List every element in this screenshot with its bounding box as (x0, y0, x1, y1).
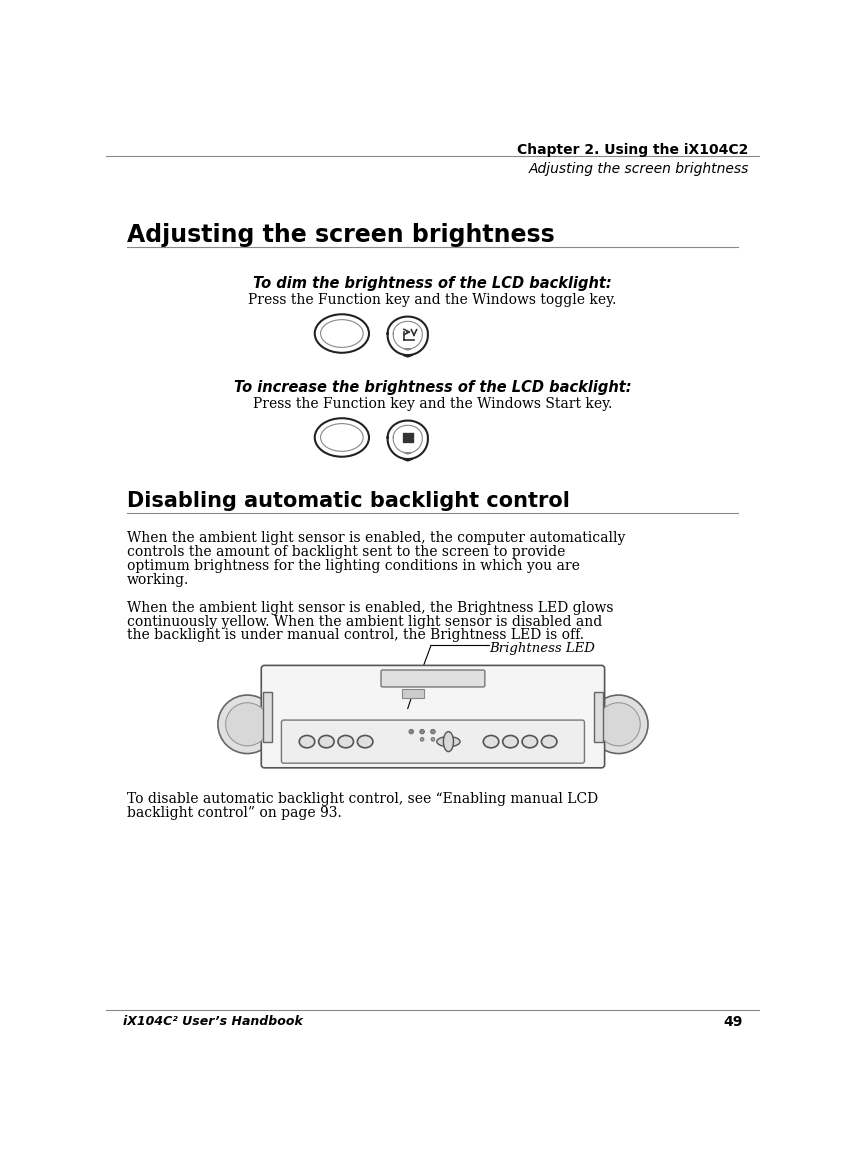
Text: Adjusting the screen brightness: Adjusting the screen brightness (528, 162, 749, 176)
Ellipse shape (503, 735, 518, 748)
Text: Press the Function key and the Windows toggle key.: Press the Function key and the Windows t… (248, 292, 617, 306)
Ellipse shape (522, 735, 538, 748)
Text: iX104C² User’s Handbook: iX104C² User’s Handbook (122, 1015, 302, 1028)
Circle shape (419, 729, 425, 734)
Bar (408, 432, 413, 437)
Ellipse shape (542, 735, 557, 748)
Ellipse shape (319, 735, 334, 748)
Ellipse shape (357, 735, 373, 748)
Text: Brightness LED: Brightness LED (490, 643, 595, 655)
Ellipse shape (484, 735, 499, 748)
Ellipse shape (321, 423, 363, 451)
Circle shape (420, 738, 424, 741)
Text: optimum brightness for the lighting conditions in which you are: optimum brightness for the lighting cond… (127, 560, 580, 573)
Text: 49: 49 (723, 1015, 743, 1029)
Bar (403, 432, 407, 437)
Circle shape (218, 695, 277, 754)
Text: To increase the brightness of the LCD backlight:: To increase the brightness of the LCD ba… (234, 379, 631, 394)
FancyBboxPatch shape (381, 670, 484, 687)
Ellipse shape (437, 736, 460, 747)
Ellipse shape (315, 418, 369, 457)
Circle shape (589, 695, 648, 754)
Bar (262, 691, 272, 742)
Bar (593, 691, 603, 742)
Circle shape (597, 703, 641, 746)
Circle shape (225, 703, 269, 746)
Text: Fn: Fn (330, 324, 354, 342)
Ellipse shape (321, 320, 363, 348)
Text: Chapter 2. Using the iX104C2: Chapter 2. Using the iX104C2 (517, 142, 749, 156)
Ellipse shape (300, 735, 315, 748)
FancyBboxPatch shape (281, 720, 584, 763)
Ellipse shape (338, 735, 354, 748)
Text: When the ambient light sensor is enabled, the computer automatically: When the ambient light sensor is enabled… (127, 532, 625, 546)
FancyBboxPatch shape (262, 666, 604, 768)
Ellipse shape (315, 314, 369, 353)
Text: To dim the brightness of the LCD backlight:: To dim the brightness of the LCD backlig… (253, 276, 612, 291)
Text: controls the amount of backlight sent to the screen to provide: controls the amount of backlight sent to… (127, 546, 565, 560)
Ellipse shape (443, 732, 453, 751)
Bar (403, 438, 407, 443)
Text: When the ambient light sensor is enabled, the Brightness LED glows: When the ambient light sensor is enabled… (127, 601, 614, 615)
Bar (408, 438, 413, 443)
Text: the backlight is under manual control, the Brightness LED is off.: the backlight is under manual control, t… (127, 629, 584, 643)
Circle shape (431, 738, 435, 741)
Text: To disable automatic backlight control, see “Enabling manual LCD: To disable automatic backlight control, … (127, 792, 598, 806)
Circle shape (408, 729, 414, 734)
Text: Press the Function key and the Windows Start key.: Press the Function key and the Windows S… (253, 397, 612, 410)
Text: working.: working. (127, 573, 189, 587)
Text: backlight control” on page 93.: backlight control” on page 93. (127, 806, 342, 820)
Bar (402, 689, 424, 698)
Text: Disabling automatic backlight control: Disabling automatic backlight control (127, 491, 570, 511)
Text: Fn: Fn (330, 428, 354, 446)
Text: continuously yellow. When the ambient light sensor is disabled and: continuously yellow. When the ambient li… (127, 615, 603, 629)
Text: Adjusting the screen brightness: Adjusting the screen brightness (127, 223, 555, 247)
Circle shape (430, 729, 436, 734)
